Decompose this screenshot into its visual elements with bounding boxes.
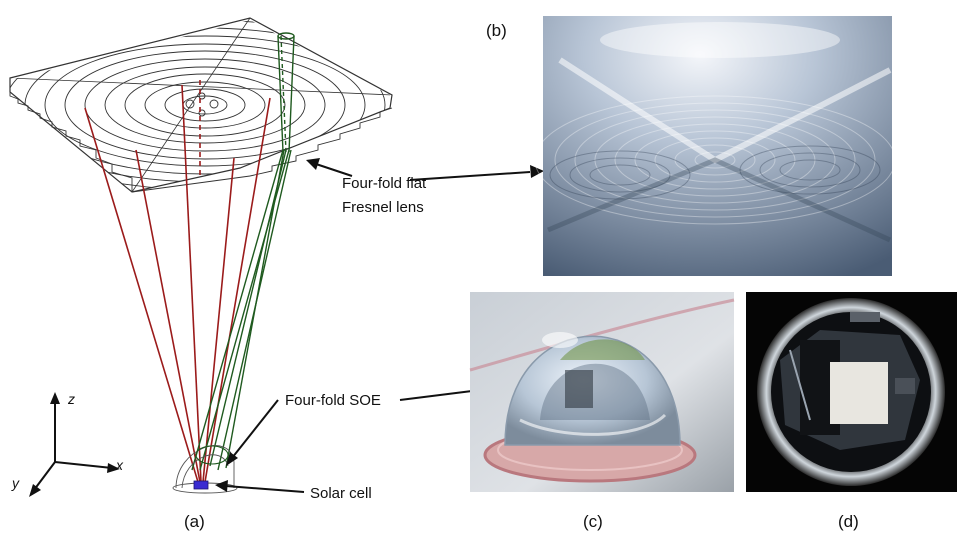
solar-cell-photo — [746, 292, 957, 492]
green-ray-bundle — [191, 32, 295, 471]
annotation-arrows — [215, 158, 544, 493]
fresnel-lens-photo — [534, 16, 896, 276]
annotation-fresnel-line1: Four-fold flat — [342, 175, 427, 192]
solar-cell-drawing — [193, 480, 209, 490]
axis-label-y: y — [11, 475, 20, 491]
panel-label-b: (b) — [486, 21, 507, 40]
annotation-solar-cell: Solar cell — [310, 485, 372, 502]
annotation-soe: Four-fold SOE — [285, 392, 381, 409]
panel-label-d: (d) — [838, 512, 859, 531]
coordinate-axes — [29, 392, 120, 497]
red-rays — [84, 80, 271, 483]
axis-label-x: x — [115, 457, 124, 473]
annotation-fresnel-line2: Fresnel lens — [342, 199, 424, 216]
fresnel-lens-drawing — [9, 17, 393, 193]
panel-label-c: (c) — [583, 512, 603, 531]
panel-a-drawing — [9, 17, 393, 497]
panel-label-a: (a) — [184, 512, 205, 531]
soe-photo — [469, 292, 735, 492]
axis-label-z: z — [67, 391, 75, 407]
